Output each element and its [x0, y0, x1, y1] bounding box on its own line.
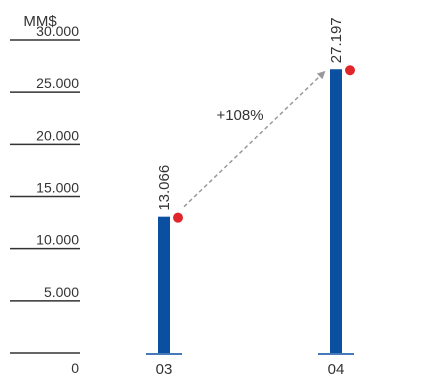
data-label: 27.197 — [328, 17, 345, 63]
data-label: 13.066 — [156, 165, 173, 211]
bar — [158, 216, 170, 353]
y-tick-label: 10.000 — [36, 232, 79, 248]
y-tick-label: 0 — [71, 360, 79, 376]
y-tick-label: 20.000 — [36, 127, 79, 143]
growth-arrow — [183, 70, 326, 208]
x-tick-label: 03 — [156, 361, 173, 378]
value-marker — [173, 212, 183, 223]
bar — [330, 69, 342, 354]
x-axis-labels: 03 04 — [156, 361, 345, 378]
growth-label: +108% — [216, 107, 263, 124]
y-axis: 0 5.000 10.000 15.000 20.000 25.000 30.000 — [10, 23, 80, 376]
y-tick-label: 15.000 — [36, 180, 79, 196]
y-axis-title: MM$ — [23, 13, 57, 30]
value-marker — [345, 65, 355, 76]
y-tick-label: 30.000 — [36, 23, 79, 39]
y-tick-label: 25.000 — [36, 75, 79, 91]
x-tick-label: 04 — [328, 361, 345, 378]
bars: 13.066 27.197 — [146, 17, 355, 355]
growth-annotation: +108% — [183, 70, 326, 208]
y-tick-label: 5.000 — [44, 284, 79, 300]
